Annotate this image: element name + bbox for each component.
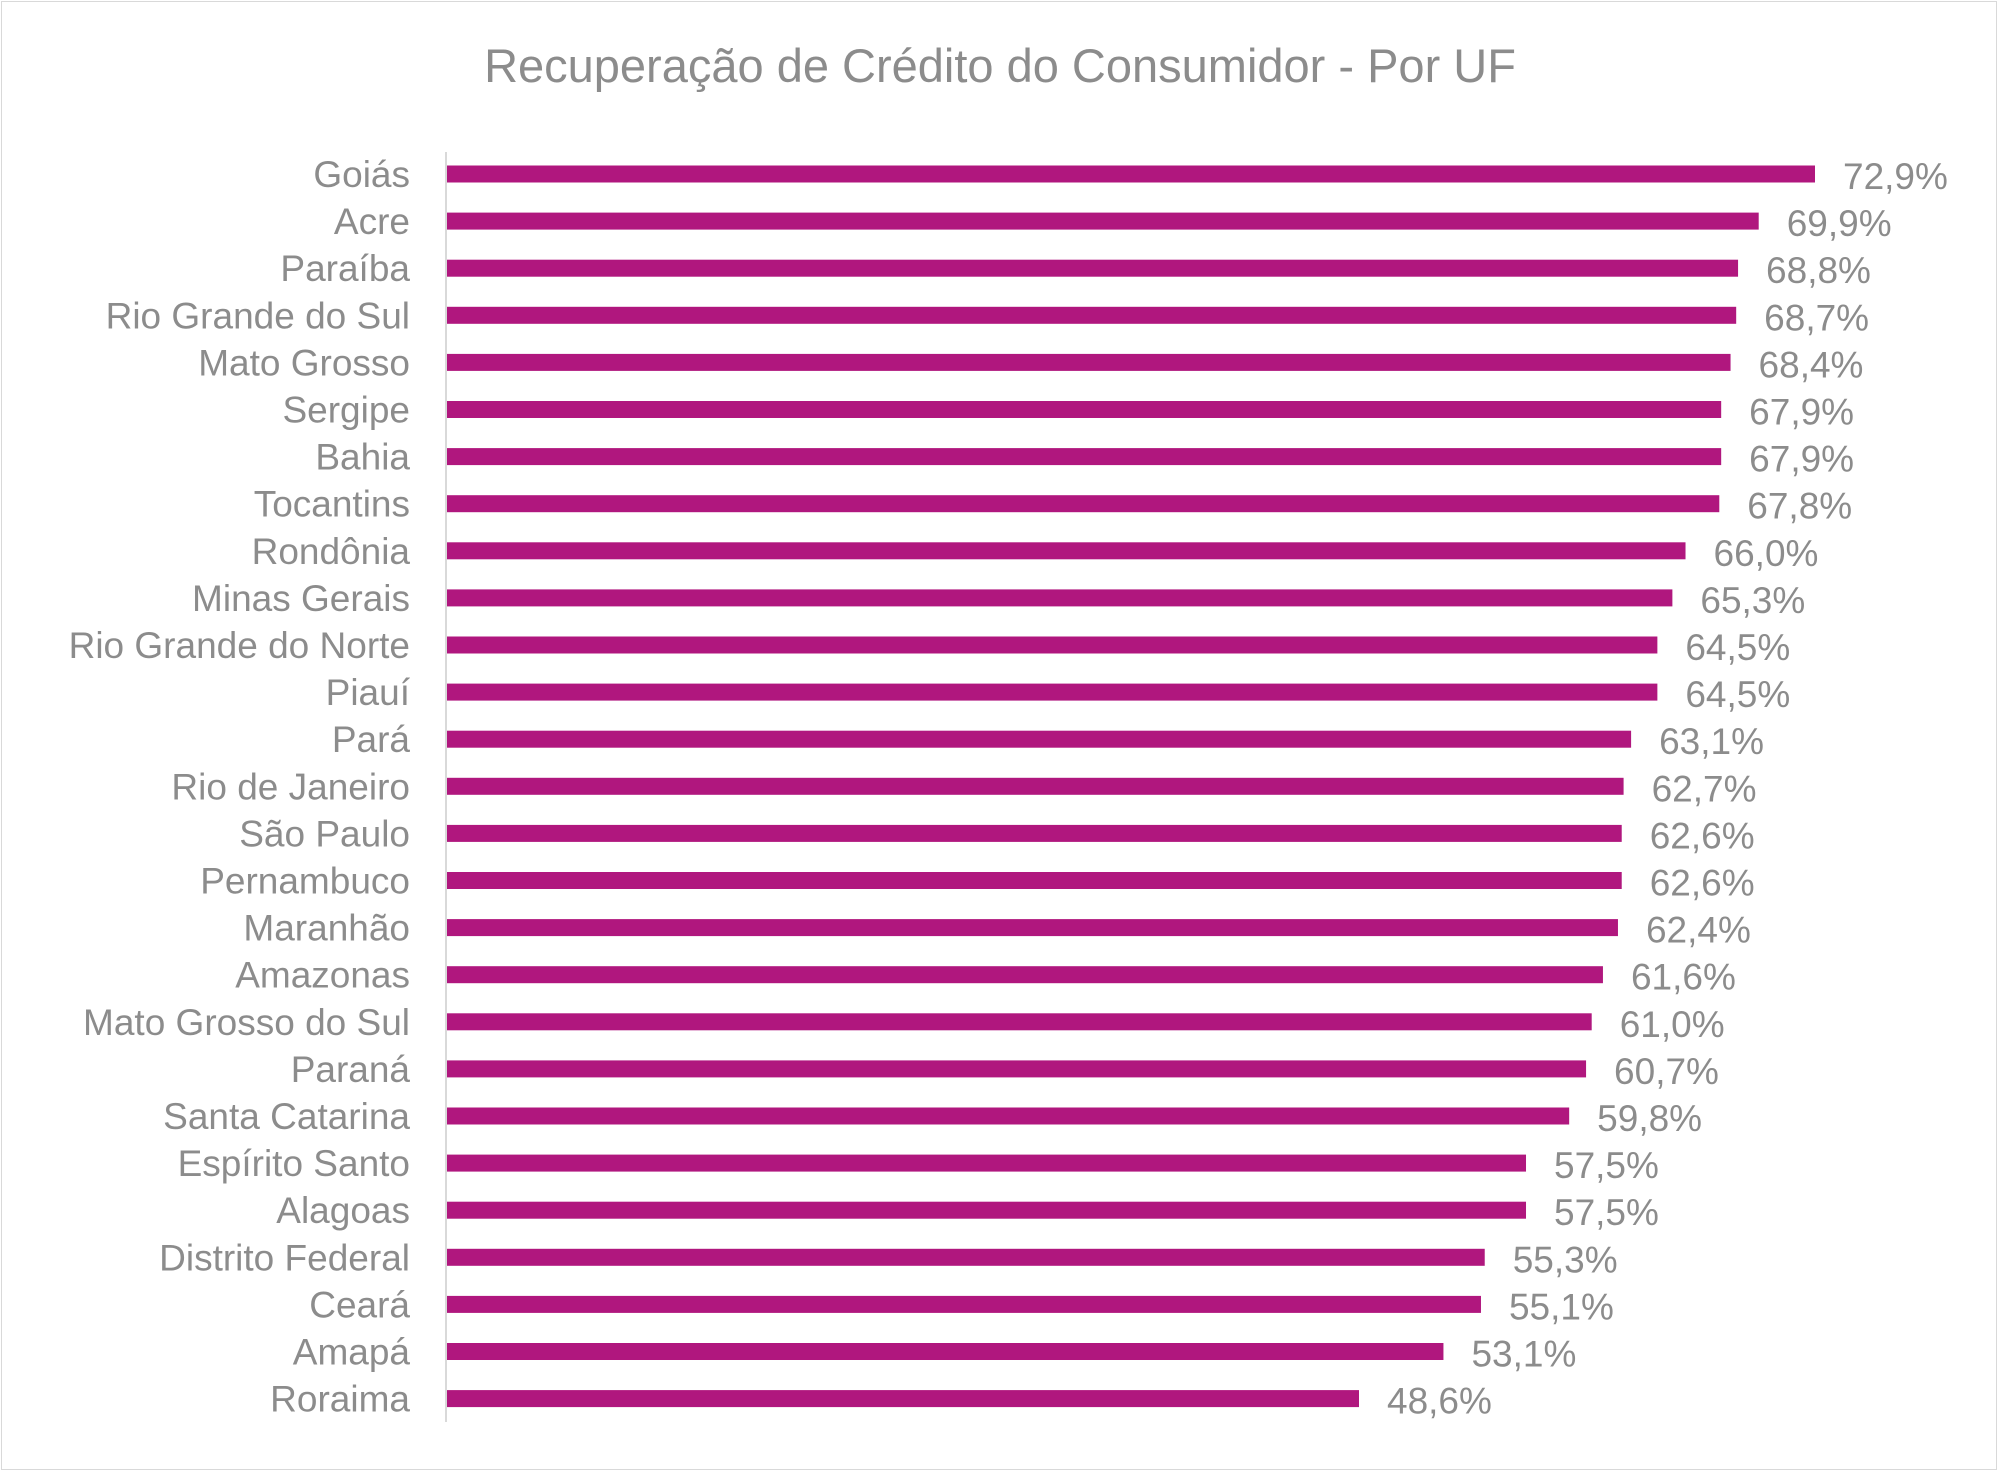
data-label: 55,3% bbox=[1513, 1239, 1618, 1280]
data-label: 69,9% bbox=[1787, 203, 1892, 244]
bar bbox=[447, 1248, 1485, 1266]
data-label: 59,8% bbox=[1597, 1098, 1702, 1139]
category-label: Roraima bbox=[270, 1379, 410, 1420]
bar bbox=[447, 306, 1737, 324]
category-label: Goiás bbox=[313, 154, 410, 195]
category-label: Amapá bbox=[293, 1332, 411, 1373]
bar bbox=[447, 589, 1673, 607]
data-label: 64,5% bbox=[1685, 674, 1790, 715]
data-label: 61,0% bbox=[1620, 1004, 1725, 1045]
category-label: Ceará bbox=[309, 1284, 410, 1325]
category-label: Distrito Federal bbox=[159, 1237, 410, 1278]
category-label: Mato Grosso bbox=[198, 342, 410, 383]
bar bbox=[447, 495, 1720, 513]
bar bbox=[447, 1107, 1570, 1125]
bar bbox=[447, 1013, 1592, 1031]
bar bbox=[447, 353, 1731, 371]
bar bbox=[447, 777, 1624, 795]
category-label: Paraíba bbox=[280, 248, 410, 289]
category-label: Acre bbox=[334, 201, 410, 242]
data-label: 62,7% bbox=[1652, 768, 1757, 809]
data-label: 61,6% bbox=[1631, 957, 1736, 998]
category-label: Bahia bbox=[315, 437, 410, 478]
category-label: Maranhão bbox=[243, 908, 410, 949]
bar bbox=[447, 448, 1722, 466]
bar bbox=[447, 872, 1622, 889]
category-label: Pará bbox=[332, 719, 411, 760]
data-label: 67,9% bbox=[1749, 439, 1854, 480]
bar bbox=[447, 1154, 1527, 1172]
data-label: 64,5% bbox=[1685, 627, 1790, 668]
category-label: Pernambuco bbox=[200, 861, 410, 902]
data-label: 48,6% bbox=[1387, 1381, 1492, 1422]
data-label: 55,1% bbox=[1509, 1286, 1614, 1327]
data-label: 57,5% bbox=[1554, 1145, 1659, 1186]
bar bbox=[447, 1390, 1359, 1408]
bar bbox=[447, 542, 1686, 560]
data-label: 63,1% bbox=[1659, 721, 1764, 762]
bar bbox=[447, 1343, 1444, 1360]
category-label: São Paulo bbox=[239, 813, 410, 854]
data-label: 72,9% bbox=[1843, 156, 1948, 197]
category-label: Mato Grosso do Sul bbox=[83, 1002, 410, 1043]
category-label: Paraná bbox=[291, 1049, 411, 1090]
bars-group: Goiás 72,9% Acre 69,9% Paraíba 68,8% Rio Grand… bbox=[69, 154, 1948, 1422]
data-label: 62,6% bbox=[1650, 863, 1755, 904]
category-label: Rondônia bbox=[252, 531, 411, 572]
category-label: Espírito Santo bbox=[178, 1143, 410, 1184]
bar bbox=[447, 401, 1722, 418]
category-label: Piauí bbox=[326, 672, 411, 713]
data-label: 53,1% bbox=[1471, 1334, 1576, 1375]
bar bbox=[447, 730, 1632, 748]
bar bbox=[447, 1295, 1481, 1313]
data-label: 66,0% bbox=[1714, 533, 1819, 574]
bar bbox=[447, 1060, 1587, 1078]
data-label: 68,4% bbox=[1759, 344, 1864, 385]
data-label: 60,7% bbox=[1614, 1051, 1719, 1092]
bar bbox=[447, 259, 1739, 277]
data-label: 67,9% bbox=[1749, 392, 1854, 433]
category-label: Tocantins bbox=[254, 484, 410, 525]
category-label: Amazonas bbox=[235, 955, 410, 996]
data-label: 65,3% bbox=[1700, 580, 1805, 621]
category-label: Sergipe bbox=[282, 390, 410, 431]
bar bbox=[447, 824, 1622, 842]
data-label: 68,8% bbox=[1766, 250, 1871, 291]
category-label: Rio Grande do Sul bbox=[106, 295, 410, 336]
bar bbox=[447, 165, 1815, 183]
bar bbox=[447, 919, 1618, 937]
bar bbox=[447, 966, 1603, 984]
category-label: Alagoas bbox=[276, 1190, 410, 1231]
data-label: 68,7% bbox=[1764, 297, 1869, 338]
bar bbox=[447, 636, 1658, 654]
bar bbox=[447, 683, 1658, 701]
data-label: 67,8% bbox=[1747, 486, 1852, 527]
category-label: Santa Catarina bbox=[163, 1096, 410, 1137]
data-label: 62,6% bbox=[1650, 815, 1755, 856]
bar bbox=[447, 212, 1759, 230]
data-label: 57,5% bbox=[1554, 1192, 1659, 1233]
category-label: Rio Grande do Norte bbox=[69, 625, 410, 666]
category-label: Minas Gerais bbox=[192, 578, 410, 619]
category-label: Rio de Janeiro bbox=[171, 766, 410, 807]
data-label: 62,4% bbox=[1646, 910, 1751, 951]
chart-title: Recuperação de Crédito do Consumidor - P… bbox=[484, 39, 1516, 92]
bar bbox=[447, 1201, 1527, 1219]
